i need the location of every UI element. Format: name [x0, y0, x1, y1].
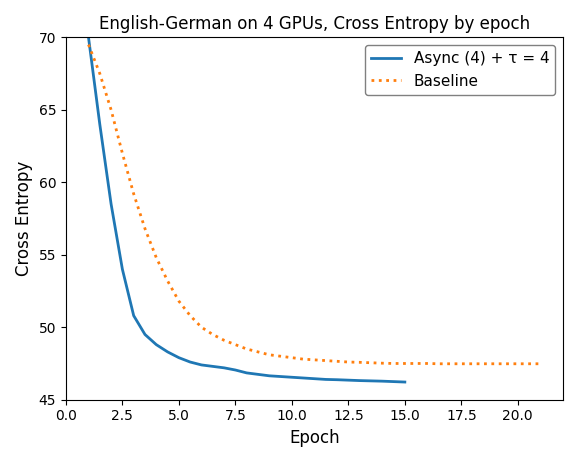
Async (4) + τ = 4: [379, 378, 386, 384]
Baseline: [368, 360, 375, 365]
Baseline: [108, 107, 114, 113]
Async (4) + τ = 4: [311, 376, 318, 382]
Baseline: [311, 357, 318, 363]
Baseline: [198, 324, 205, 330]
Baseline: [323, 358, 329, 363]
Async (4) + τ = 4: [288, 375, 295, 380]
Baseline: [390, 361, 397, 366]
Async (4) + τ = 4: [390, 379, 397, 384]
Async (4) + τ = 4: [334, 377, 340, 383]
Baseline: [514, 361, 521, 366]
Baseline: [503, 361, 510, 366]
Async (4) + τ = 4: [401, 379, 408, 385]
Baseline: [345, 359, 352, 365]
Line: Baseline: Baseline: [88, 44, 540, 364]
Title: English-German on 4 GPUs, Cross Entropy by epoch: English-German on 4 GPUs, Cross Entropy …: [99, 15, 530, 33]
Baseline: [299, 356, 306, 362]
Baseline: [164, 278, 171, 284]
Legend: Async (4) + τ = 4, Baseline: Async (4) + τ = 4, Baseline: [365, 45, 555, 95]
Async (4) + τ = 4: [175, 355, 182, 360]
Async (4) + τ = 4: [277, 374, 284, 379]
Baseline: [153, 255, 160, 261]
Baseline: [469, 361, 476, 366]
Baseline: [435, 361, 442, 366]
Async (4) + τ = 4: [232, 367, 239, 373]
Baseline: [447, 361, 454, 366]
X-axis label: Epoch: Epoch: [289, 429, 340, 447]
Baseline: [243, 346, 250, 352]
Baseline: [288, 355, 295, 360]
Async (4) + τ = 4: [254, 371, 261, 377]
Baseline: [401, 361, 408, 366]
Baseline: [379, 360, 386, 366]
Baseline: [458, 361, 465, 366]
Baseline: [187, 313, 194, 318]
Async (4) + τ = 4: [108, 201, 114, 207]
Baseline: [175, 298, 182, 304]
Async (4) + τ = 4: [130, 313, 137, 318]
Async (4) + τ = 4: [119, 267, 126, 272]
Baseline: [119, 151, 126, 156]
Async (4) + τ = 4: [266, 373, 273, 378]
Baseline: [492, 361, 499, 366]
Baseline: [277, 353, 284, 359]
Baseline: [480, 361, 487, 366]
Async (4) + τ = 4: [142, 332, 149, 337]
Async (4) + τ = 4: [368, 378, 375, 383]
Baseline: [334, 359, 340, 364]
Baseline: [221, 338, 228, 343]
Baseline: [85, 42, 92, 47]
Baseline: [254, 349, 261, 355]
Baseline: [537, 361, 544, 366]
Baseline: [266, 352, 273, 358]
Line: Async (4) + τ = 4: Async (4) + τ = 4: [88, 37, 405, 382]
Baseline: [142, 226, 149, 231]
Async (4) + τ = 4: [97, 122, 103, 127]
Async (4) + τ = 4: [356, 378, 363, 383]
Baseline: [130, 191, 137, 197]
Baseline: [356, 359, 363, 365]
Async (4) + τ = 4: [323, 377, 329, 382]
Async (4) + τ = 4: [164, 349, 171, 355]
Baseline: [413, 361, 420, 366]
Async (4) + τ = 4: [299, 375, 306, 381]
Async (4) + τ = 4: [85, 35, 92, 40]
Async (4) + τ = 4: [209, 364, 216, 369]
Async (4) + τ = 4: [187, 359, 194, 365]
Async (4) + τ = 4: [345, 377, 352, 383]
Async (4) + τ = 4: [221, 365, 228, 371]
Baseline: [525, 361, 532, 366]
Async (4) + τ = 4: [243, 370, 250, 376]
Baseline: [97, 71, 103, 76]
Y-axis label: Cross Entropy: Cross Entropy: [15, 161, 33, 276]
Async (4) + τ = 4: [153, 342, 160, 347]
Baseline: [232, 342, 239, 347]
Async (4) + τ = 4: [198, 362, 205, 368]
Baseline: [209, 332, 216, 337]
Baseline: [424, 361, 431, 366]
